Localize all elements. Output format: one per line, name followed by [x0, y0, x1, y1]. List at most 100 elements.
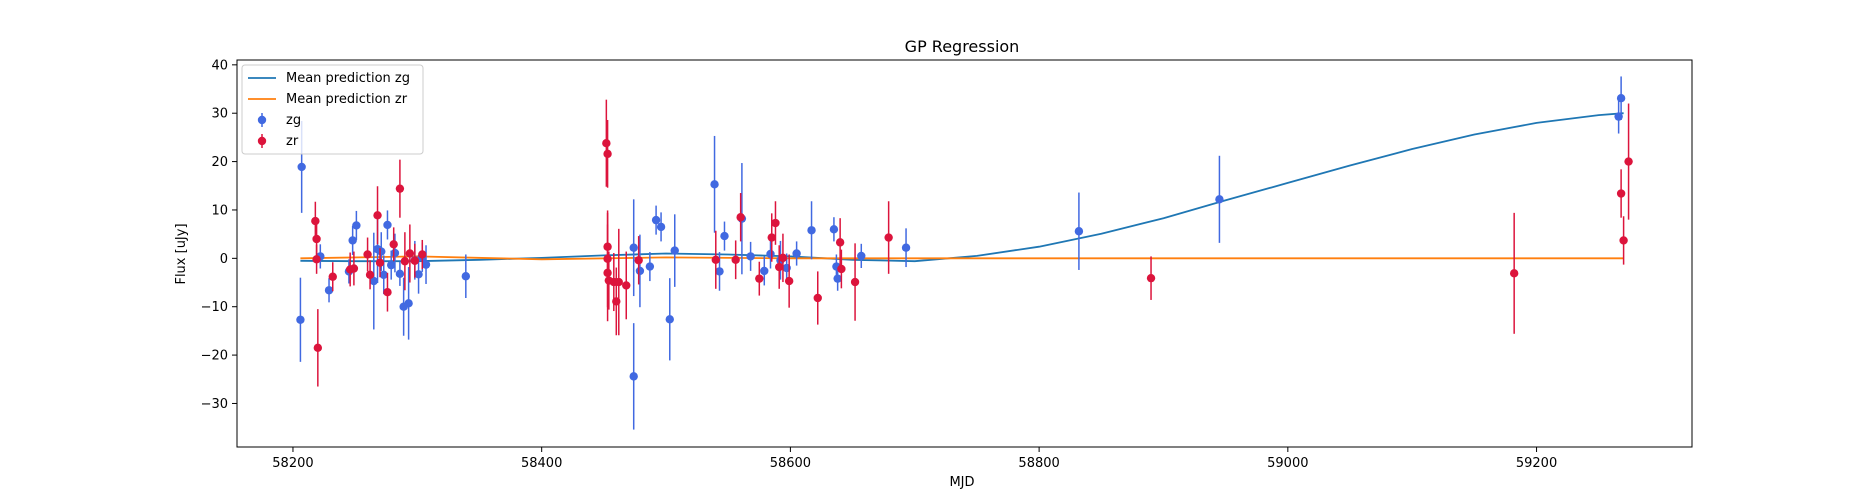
y-tick-label: −30	[201, 397, 228, 412]
zr-point	[313, 343, 323, 353]
zg-point	[377, 247, 386, 256]
zr-point	[1624, 157, 1633, 166]
zr-point	[389, 240, 398, 249]
zr-point	[405, 249, 415, 258]
zg-point	[414, 270, 423, 279]
zr-point	[711, 255, 720, 264]
legend-swatch-zr-marker	[257, 136, 267, 146]
zg-point	[710, 180, 719, 189]
zg-point	[857, 251, 866, 261]
zr-point	[784, 276, 794, 286]
y-tick-label: 30	[211, 107, 228, 122]
x-tick-label: 58600	[770, 456, 811, 471]
zg-point	[404, 299, 413, 308]
zg-point	[720, 231, 729, 241]
plot-area	[236, 59, 1693, 448]
zg-point	[629, 243, 638, 252]
zr-point	[835, 238, 845, 247]
series-points	[296, 76, 1633, 430]
x-tick-label: 59000	[1267, 456, 1308, 471]
zg-point	[715, 267, 724, 276]
plot-frame	[236, 59, 1693, 448]
y-tick-label: 0	[220, 252, 228, 267]
legend-box	[241, 64, 424, 155]
zg-point	[746, 252, 755, 261]
x-tick-label: 58200	[272, 456, 313, 471]
zr-point	[775, 262, 784, 272]
zr-point	[328, 272, 337, 281]
zg-point	[901, 243, 911, 252]
zg-point	[635, 266, 645, 276]
zr-point	[418, 250, 427, 259]
legend-label-mean-zr: Mean prediction zr	[286, 92, 408, 107]
zr-point	[778, 253, 788, 263]
zr-point	[634, 256, 643, 265]
zr-point	[884, 233, 893, 242]
zr-point	[400, 257, 410, 266]
series-zr-points	[311, 99, 1633, 387]
y-tick-label: 20	[211, 155, 228, 170]
zg-point	[760, 266, 769, 276]
zr-point	[603, 268, 612, 278]
zr-point	[312, 234, 321, 244]
y-tick-label: −20	[201, 349, 228, 364]
legend-label-zr: zr	[286, 134, 299, 149]
zr-point	[1146, 273, 1156, 283]
zr-point	[1619, 236, 1628, 245]
y-axis: −30 −20 −10 0 10 20 30 40	[201, 58, 237, 412]
zr-point	[395, 184, 405, 193]
series-lines	[300, 112, 1624, 263]
zr-point	[1509, 269, 1519, 278]
zg-point	[296, 315, 305, 324]
zr-point	[731, 255, 740, 264]
zg-point	[379, 270, 388, 279]
y-tick-label: −10	[201, 300, 228, 315]
zg-point	[829, 225, 839, 234]
zr-point	[365, 270, 375, 279]
zg-point	[833, 274, 842, 283]
zr-point	[622, 281, 631, 290]
y-tick-label: 10	[211, 203, 228, 218]
zr-point	[349, 264, 359, 273]
zr-point	[373, 211, 382, 220]
y-tick-label: 40	[211, 58, 228, 73]
zg-point	[297, 162, 306, 172]
zg-point	[352, 221, 361, 230]
zg-point	[1215, 195, 1224, 204]
zr-point	[771, 218, 780, 228]
legend: Mean prediction zg Mean prediction zr zg…	[241, 64, 424, 155]
zg-point	[792, 249, 801, 258]
zg-point	[1074, 227, 1084, 236]
x-axis: 58200 58400 58600 58800 59000 59200	[272, 447, 1557, 471]
zr-point	[383, 288, 392, 297]
zr-point	[850, 277, 860, 287]
zg-point	[665, 315, 674, 324]
zg-point	[651, 215, 661, 225]
zr-point	[767, 233, 776, 242]
x-tick-label: 58400	[521, 456, 562, 471]
x-tick-label: 59200	[1516, 456, 1557, 471]
zg-point	[807, 226, 816, 235]
zg-point	[369, 276, 378, 286]
zr-point	[410, 256, 420, 265]
zr-point	[602, 139, 611, 148]
x-axis-label: MJD	[949, 475, 974, 490]
zg-point	[387, 260, 396, 270]
x-tick-label: 58800	[1018, 456, 1059, 471]
zr-point	[311, 216, 320, 226]
zr-point	[1616, 189, 1626, 198]
zr-point	[837, 264, 846, 274]
zr-point	[312, 255, 321, 264]
mean-prediction-zr-line	[300, 255, 1624, 261]
zg-point	[629, 372, 638, 381]
zg-point	[395, 269, 405, 279]
zg-point	[645, 262, 655, 271]
zg-point	[421, 260, 431, 269]
y-axis-label: Flux [uJy]	[174, 223, 189, 284]
zg-point	[766, 249, 775, 259]
zg-point	[390, 248, 400, 258]
legend-label-zg: zg	[286, 113, 301, 128]
zr-point	[614, 277, 623, 287]
zr-point	[603, 149, 612, 159]
